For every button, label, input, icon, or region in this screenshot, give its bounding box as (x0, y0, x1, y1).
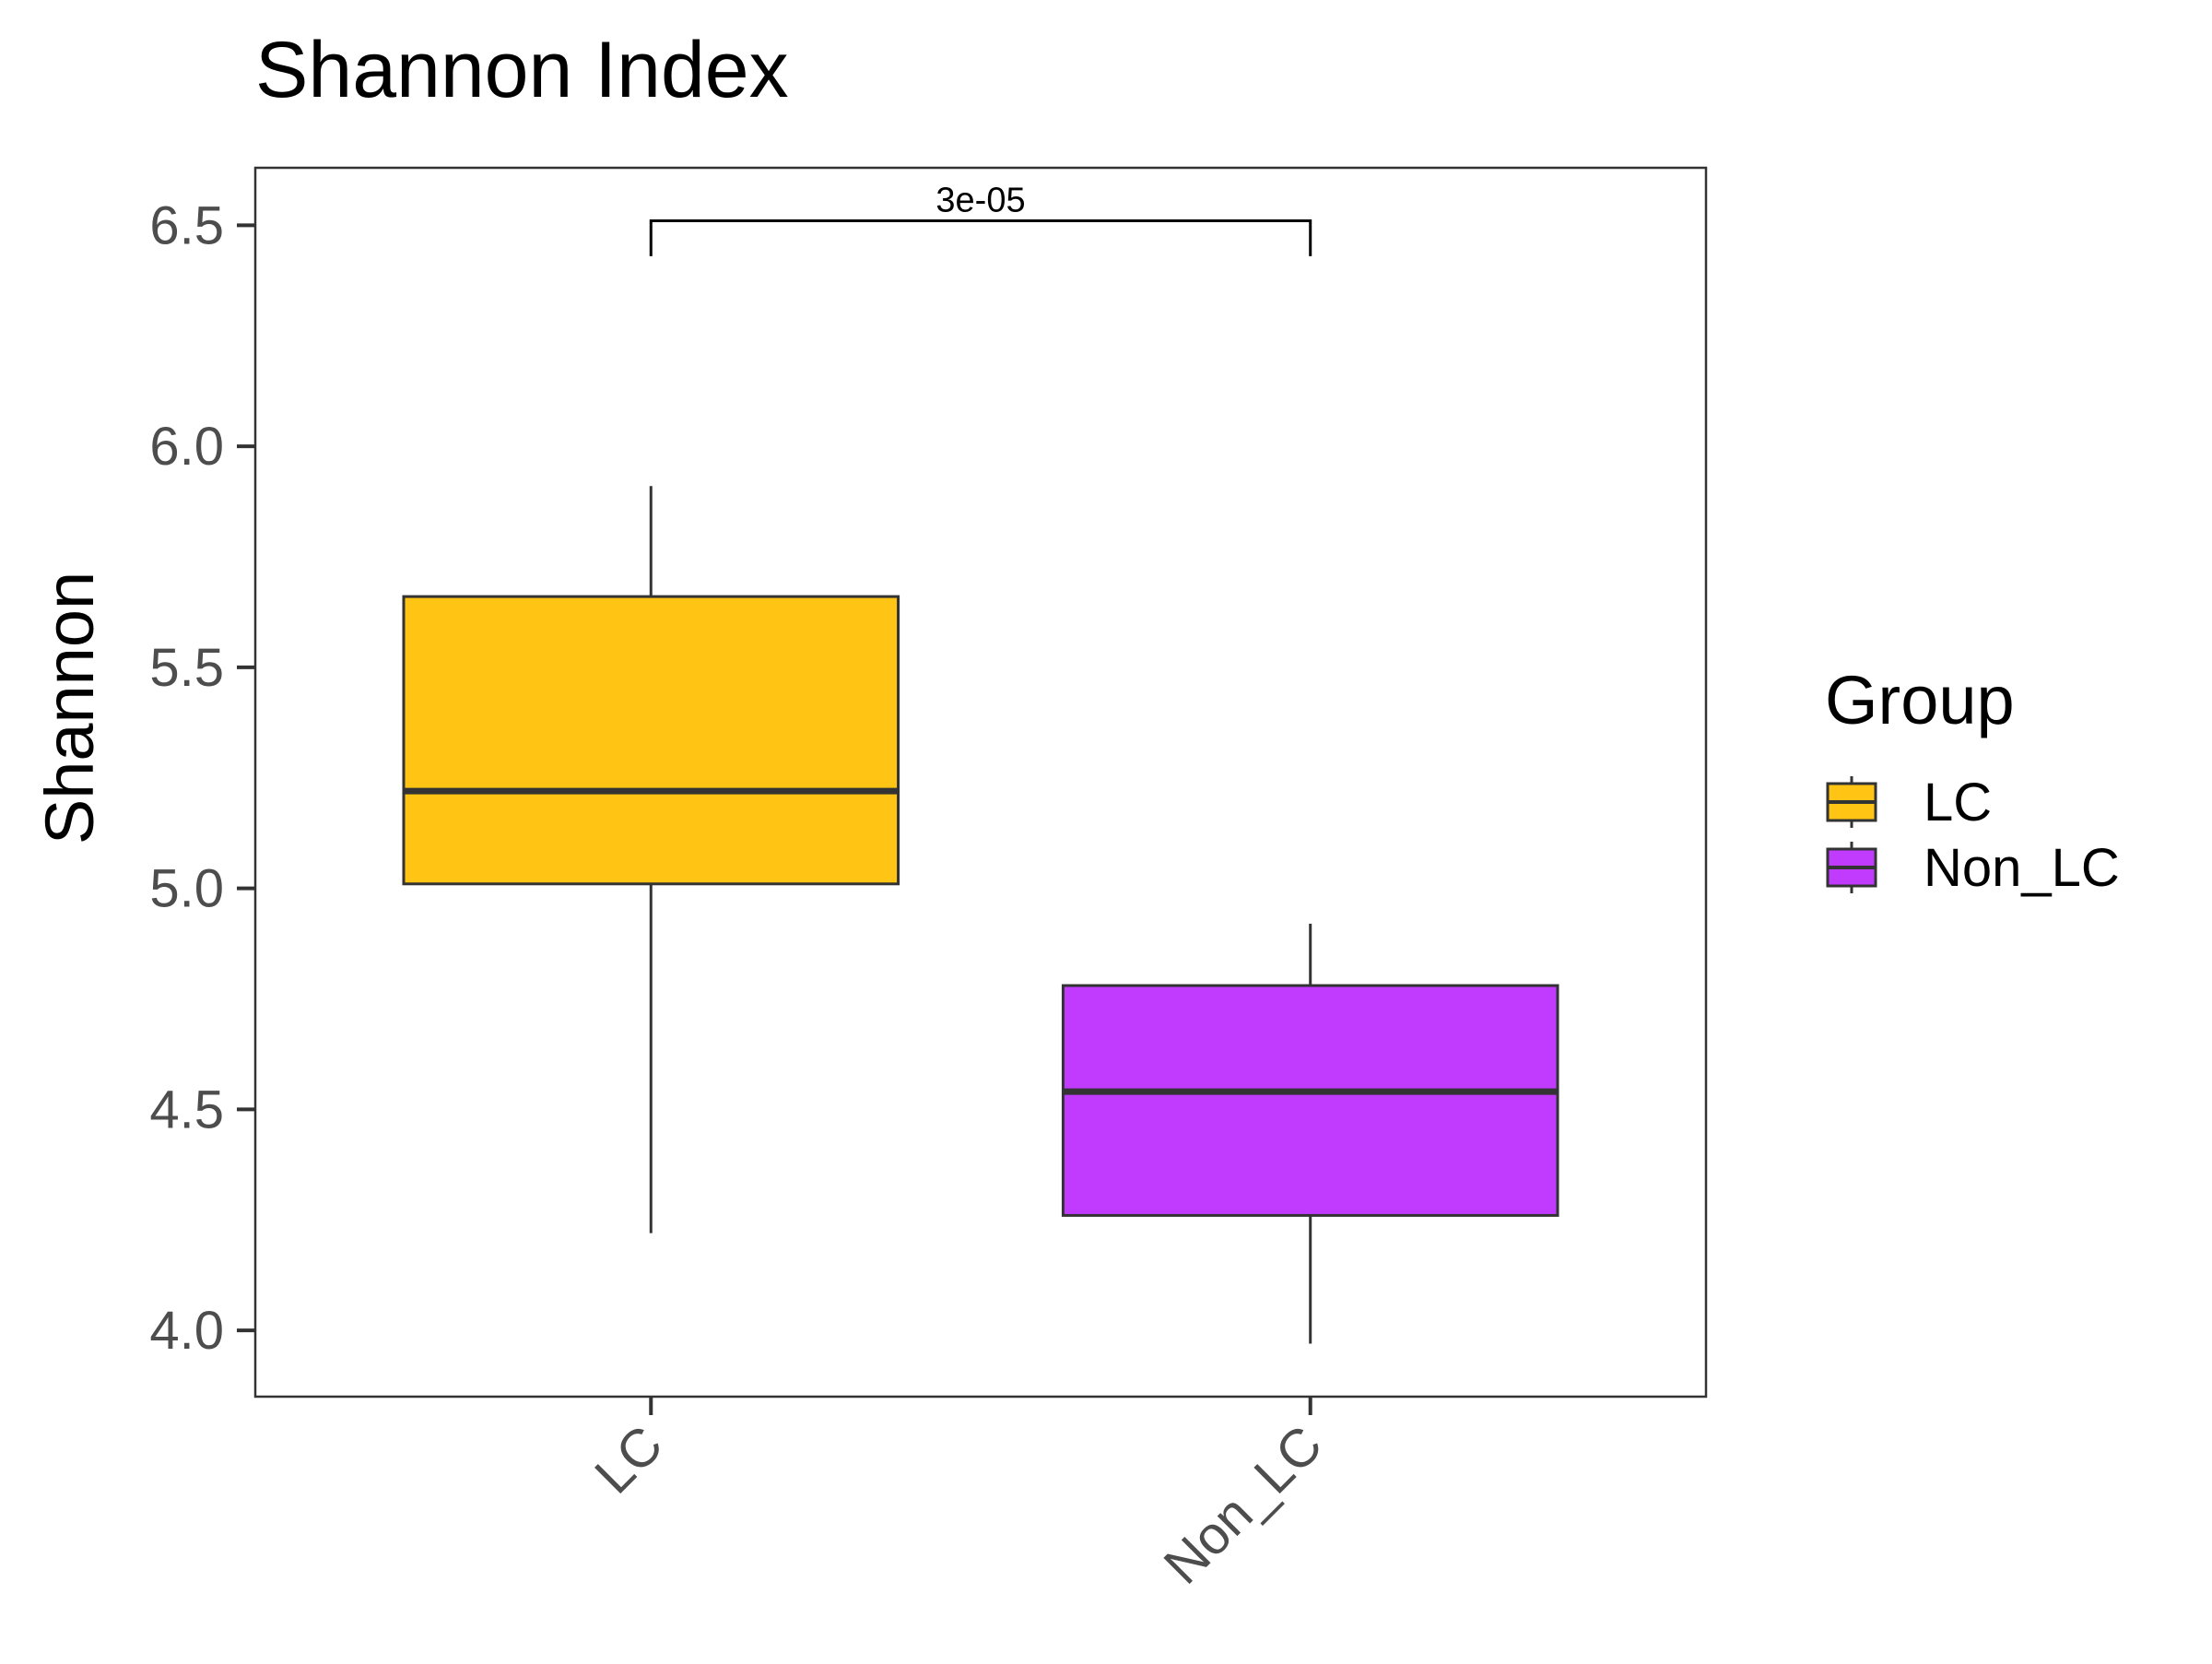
legend-item-label: Non_LC (1924, 838, 2120, 898)
box-non-lc (1061, 923, 1559, 1344)
p-value-label: 3e-05 (935, 182, 1025, 220)
plot-panel-border (253, 166, 1708, 1398)
y-tick-label: 4.0 (149, 1301, 224, 1361)
legend: LC Non_LC (1826, 773, 2120, 898)
box-iqr (402, 595, 900, 886)
y-tick-label: 4.5 (149, 1080, 224, 1139)
legend-item-non-lc: Non_LC (1826, 838, 2120, 898)
chart-title: Shannon Index (255, 26, 789, 114)
y-axis-title: Shannon (31, 572, 108, 844)
box-iqr (1061, 984, 1559, 1217)
legend-item-label: LC (1924, 773, 1992, 832)
y-tick-label: 5.5 (149, 638, 224, 698)
legend-title: Group (1825, 662, 2015, 738)
box-lc (402, 486, 900, 1233)
y-tick-label: 6.0 (149, 417, 224, 477)
legend-item-lc: LC (1826, 773, 1992, 832)
y-tick-label: 6.5 (149, 195, 224, 255)
significance-bracket (649, 219, 1312, 256)
y-tick-label: 5.0 (149, 859, 224, 919)
